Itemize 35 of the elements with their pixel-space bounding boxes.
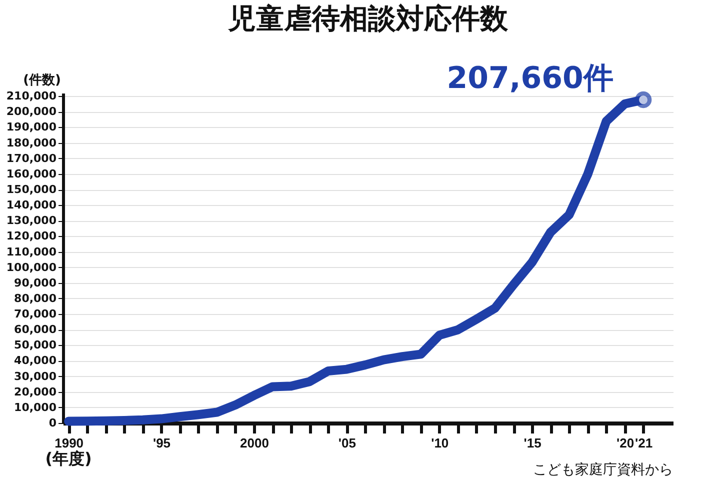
text: こども家庭庁資料から	[533, 462, 673, 478]
x-tick-label: '15	[524, 436, 542, 450]
y-tick-label: 120,000	[6, 230, 57, 243]
x-tick-label: '95	[152, 436, 171, 450]
x-tick-label: '05	[338, 436, 356, 450]
y-tick-label: 160,000	[6, 167, 57, 180]
y-tick-label: 100,000	[6, 260, 57, 274]
x-tick-label: 2000	[240, 436, 269, 450]
y-tick-label: 140,000	[6, 198, 57, 212]
y-tick-label: 170,000	[6, 152, 57, 165]
y-tick-label: 60,000	[14, 323, 57, 336]
chart-title: 児童虐待相談対応件数	[227, 2, 509, 35]
x-tick-label: '20	[616, 436, 634, 450]
x-tick-label: 1990	[54, 436, 84, 450]
y-tick-label: 190,000	[6, 120, 57, 134]
y-tick-label: 30,000	[14, 370, 57, 383]
y-tick-label: 110,000	[6, 245, 57, 258]
y-tick-label: 200,000	[6, 105, 57, 118]
x-axis-title: (年度)	[45, 449, 92, 468]
y-tick-label: 70,000	[14, 308, 57, 321]
y-tick-label: 50,000	[14, 338, 57, 352]
y-tick-label: 150,000	[6, 183, 57, 196]
annotation: 207,660件	[446, 60, 614, 96]
y-tick-label: 90,000	[14, 276, 57, 290]
y-tick-label: 130,000	[6, 214, 57, 228]
y-tick-label: 20,000	[14, 385, 57, 398]
y-tick-label: 80,000	[14, 292, 57, 305]
y-axis-title: (件数)	[23, 73, 61, 88]
y-tick-label: 10,000	[14, 400, 57, 414]
x-tick-label: '21	[635, 436, 653, 450]
y-tick-label: 210,000	[6, 90, 57, 103]
y-tick-label: 180,000	[6, 136, 57, 150]
y-tick-label: 40,000	[14, 354, 57, 368]
y-tick-label: 0	[48, 416, 57, 430]
x-tick-label: '10	[431, 436, 449, 450]
